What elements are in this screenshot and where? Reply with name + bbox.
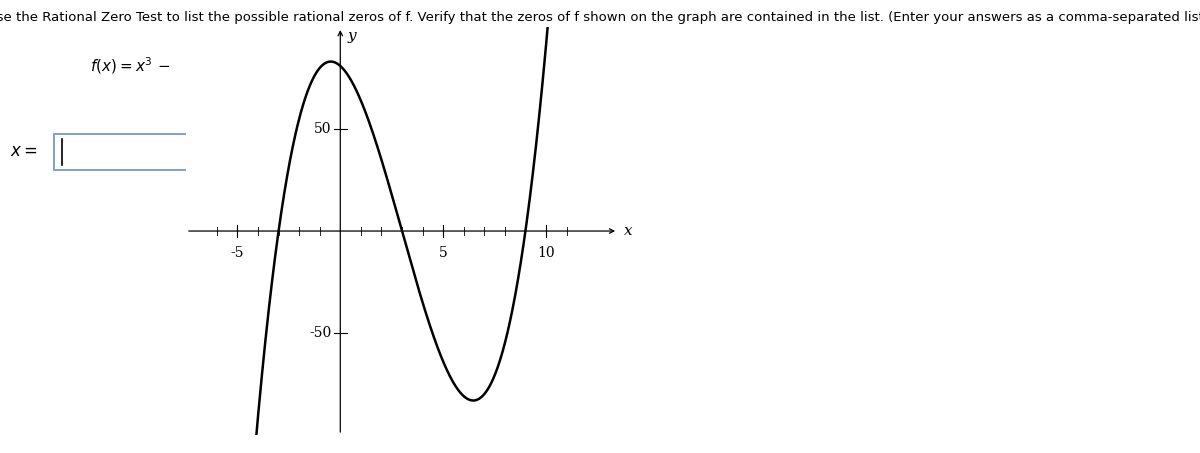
Text: -50: -50: [310, 326, 331, 340]
Text: y: y: [348, 29, 356, 43]
Text: 50: 50: [314, 122, 331, 136]
Text: -5: -5: [230, 246, 244, 260]
FancyBboxPatch shape: [54, 134, 192, 170]
Text: $+ 81$: $+ 81$: [286, 58, 318, 74]
Text: $f(x) = x^3\,-\,$: $f(x) = x^3\,-\,$: [90, 55, 170, 76]
Text: $9x^2$: $9x^2$: [203, 56, 230, 75]
Text: $9x$: $9x$: [258, 58, 278, 74]
Text: $x =$: $x =$: [10, 143, 37, 160]
Text: x: x: [624, 224, 632, 238]
Text: $\,-\,$: $\,-\,$: [239, 59, 258, 72]
Text: Use the Rational Zero Test to list the possible rational zeros of f. Verify that: Use the Rational Zero Test to list the p…: [0, 11, 1200, 24]
Text: ✗: ✗: [210, 145, 227, 164]
Text: 5: 5: [439, 246, 448, 260]
Text: 10: 10: [538, 246, 554, 260]
